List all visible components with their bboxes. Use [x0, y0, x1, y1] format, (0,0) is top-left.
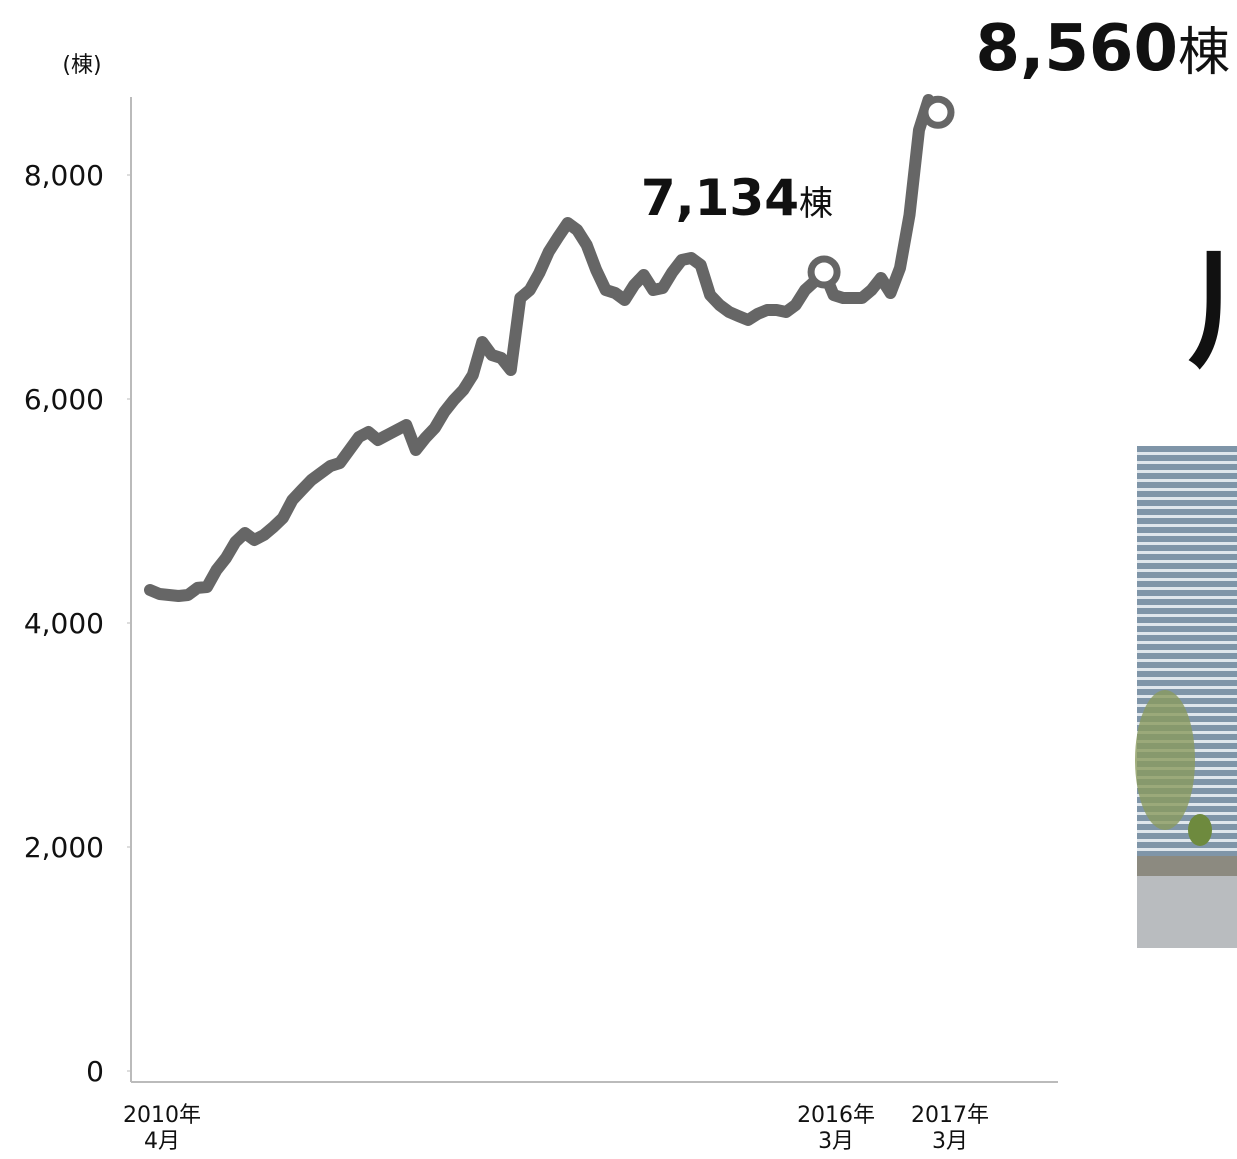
y-tick-label: 8,000 — [24, 159, 104, 192]
y-tick-label: 0 — [86, 1055, 104, 1088]
y-tick-label: 6,000 — [24, 383, 104, 416]
value-label-number: 8,560 — [976, 12, 1178, 86]
x-tick-label: 2010年 4月 — [123, 1103, 201, 1154]
highlight-marker — [921, 95, 955, 129]
building-photo — [1135, 446, 1237, 948]
value-label-unit: 棟 — [799, 184, 833, 224]
value-label-unit: 棟 — [1178, 23, 1230, 83]
x-tick-label: 2016年 3月 — [797, 1103, 875, 1154]
y-tick-label: 4,000 — [24, 607, 104, 640]
value-label-number: 7,134 — [641, 169, 799, 227]
y-unit-label: (棟) — [62, 53, 101, 78]
data-line — [144, 94, 944, 602]
side-text: 川 — [1188, 234, 1237, 386]
y-tick-label: 2,000 — [24, 831, 104, 864]
value-label: 7,134棟 — [641, 169, 833, 227]
value-label: 8,560棟 — [976, 12, 1230, 86]
highlight-marker — [807, 255, 841, 289]
x-tick-label: 2017年 3月 — [911, 1103, 989, 1154]
